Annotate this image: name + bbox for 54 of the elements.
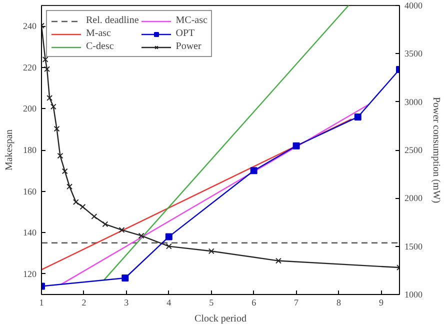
point <box>250 167 258 174</box>
point <box>50 104 56 110</box>
legend-label: Rel. deadline <box>86 15 139 26</box>
y-tick-label: 220 <box>23 62 37 72</box>
point <box>118 226 125 233</box>
y2-tick-label: 2000 <box>404 193 423 204</box>
point <box>354 113 362 120</box>
point <box>102 221 108 228</box>
legend-label: M-asc <box>86 28 111 39</box>
legend-label: Power <box>176 41 202 52</box>
y-tick-label: 120 <box>23 268 37 279</box>
x-tick-label: 7 <box>294 298 300 308</box>
y-tick-label: 200 <box>23 104 37 114</box>
legend-label: C-desc <box>86 41 114 52</box>
y-tick-label: 140 <box>23 228 37 238</box>
x-tick-label: 8 <box>336 298 342 308</box>
y-tick-label: 180 <box>23 145 37 155</box>
point <box>208 248 214 254</box>
x-tick-label: 3 <box>124 298 130 308</box>
y2-tick-label: 1500 <box>404 241 423 252</box>
point <box>122 274 129 282</box>
point <box>44 66 50 72</box>
y-tick-label: 160 <box>23 186 37 196</box>
point <box>42 56 48 62</box>
point <box>138 232 144 239</box>
y2-tick-label: 4000 <box>404 0 423 10</box>
y-tick-label: 240 <box>23 21 37 32</box>
y2-tick-label: 1000 <box>404 290 423 300</box>
x-tick-label: 4 <box>166 298 172 308</box>
point <box>165 233 172 240</box>
legend-label: OPT <box>176 28 196 39</box>
point <box>80 204 86 210</box>
point <box>275 258 282 264</box>
point <box>57 152 64 159</box>
y2-tick-label: 3000 <box>404 96 423 107</box>
point <box>66 184 73 190</box>
point <box>292 142 300 150</box>
y-axis-title: Makespan <box>4 129 15 171</box>
point <box>62 168 68 174</box>
x-tick-label: 1 <box>39 298 44 308</box>
x-tick-label: 2 <box>82 298 86 308</box>
point <box>166 243 172 250</box>
point <box>46 95 53 101</box>
point <box>72 199 79 205</box>
y2-axis-title: Power consumption (mW) <box>430 96 442 204</box>
y2-tick-label: 3500 <box>404 48 423 59</box>
legend-label: MC-asc <box>176 15 208 26</box>
y2-tick-label: 2500 <box>404 145 423 155</box>
x-tick-label: 9 <box>378 298 384 308</box>
point <box>91 213 98 220</box>
x-tick-label: 6 <box>252 298 257 308</box>
x-axis-title: Clock period <box>194 314 246 324</box>
point <box>54 126 60 132</box>
x-tick-label: 5 <box>209 298 214 308</box>
